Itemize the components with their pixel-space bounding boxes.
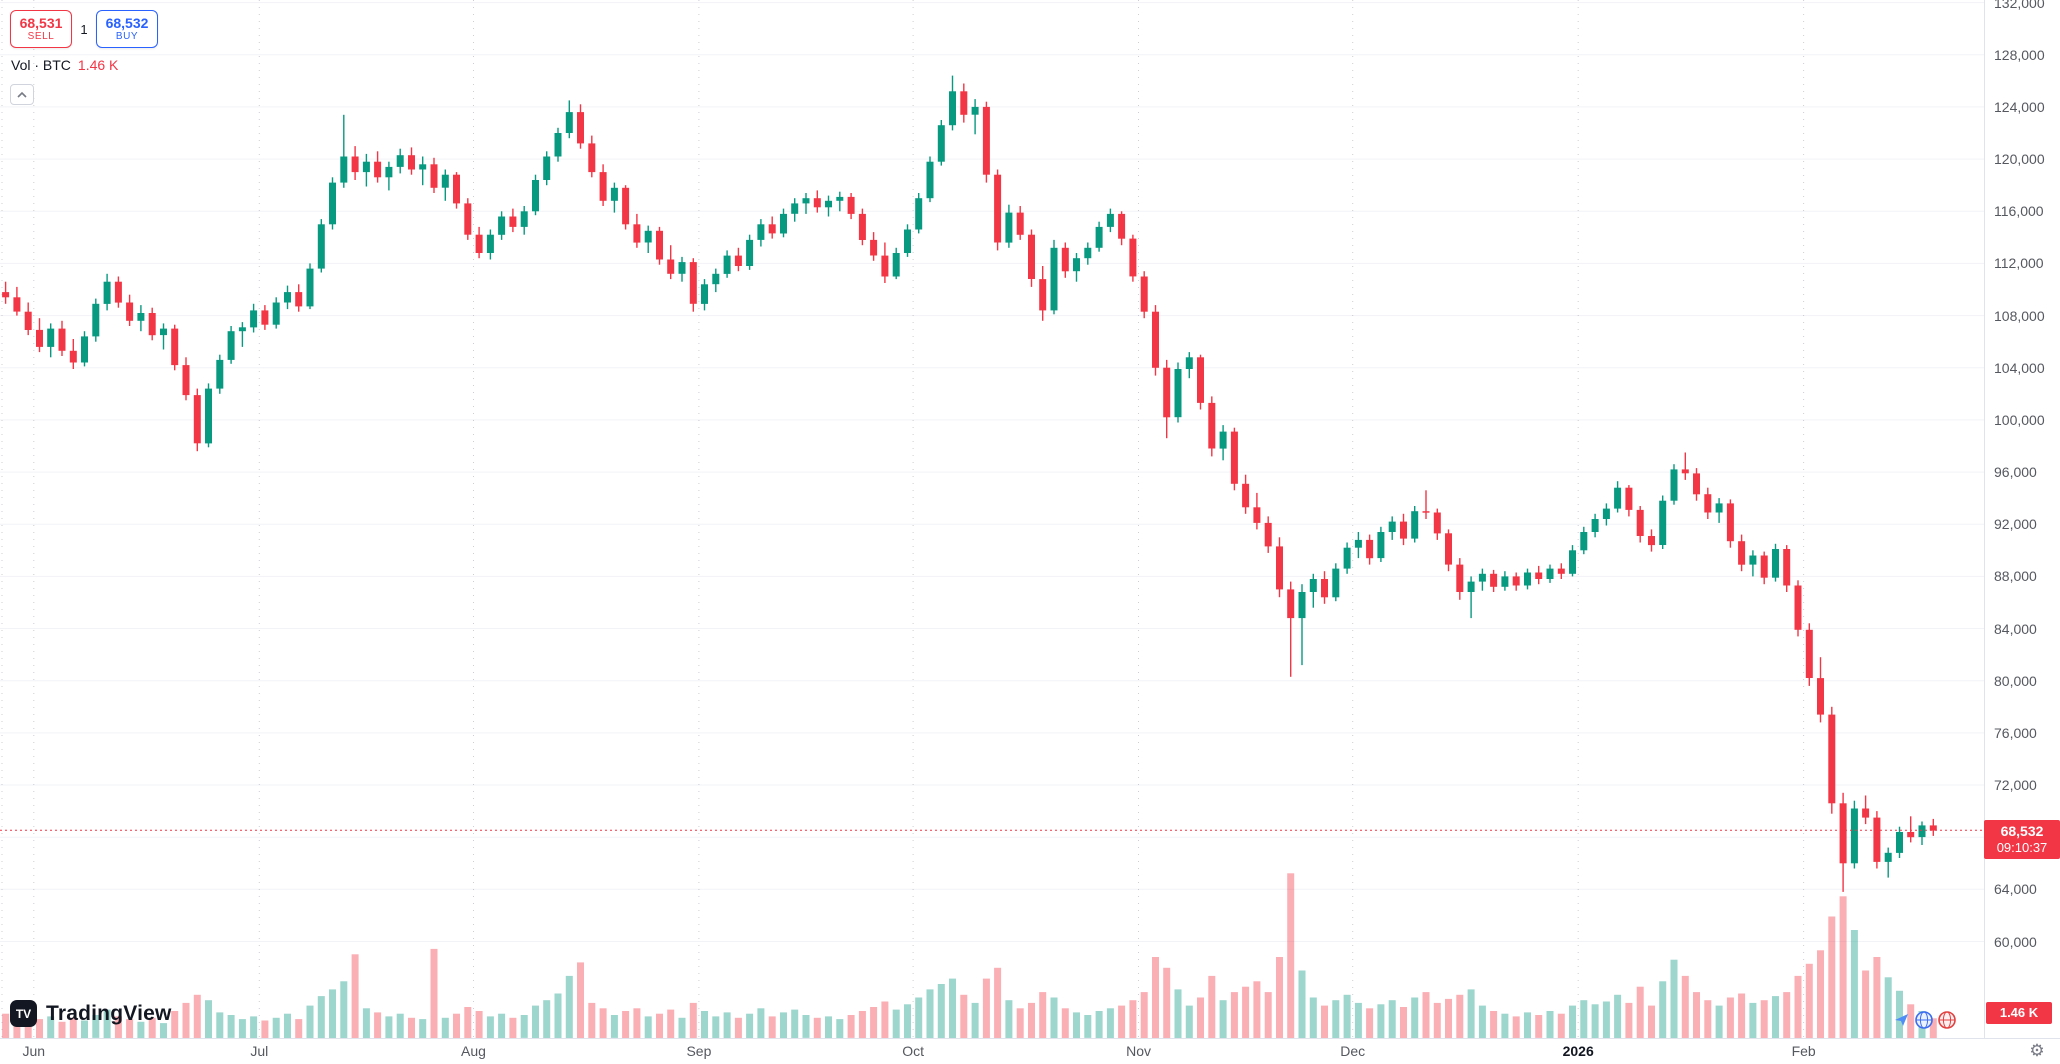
time-tick-label: Dec bbox=[1340, 1043, 1366, 1059]
price-tick-label: 80,000 bbox=[1994, 672, 2037, 689]
spread-value: 1 bbox=[80, 21, 88, 37]
volume-legend: Vol · BTC 1.46 K bbox=[11, 57, 118, 73]
price-tick-label: 96,000 bbox=[1994, 464, 2037, 481]
time-tick-label: 2026 bbox=[1562, 1043, 1594, 1059]
volume-legend-label: Vol · BTC bbox=[11, 57, 71, 73]
price-tick-label: 84,000 bbox=[1994, 620, 2037, 637]
globe-icon bbox=[1914, 1010, 1934, 1030]
time-tick-label: Feb bbox=[1791, 1043, 1816, 1059]
time-tick-label: Nov bbox=[1126, 1043, 1151, 1059]
price-tick-label: 92,000 bbox=[1994, 516, 2037, 533]
volume-axis-tag: 1.46 K bbox=[1986, 1002, 2052, 1024]
collapse-button[interactable] bbox=[10, 84, 34, 105]
price-tick-label: 128,000 bbox=[1994, 46, 2045, 63]
globe-icon-alt bbox=[1937, 1010, 1957, 1030]
price-tick-label: 132,000 bbox=[1994, 0, 2045, 11]
current-price-tag: 68,532 09:10:37 bbox=[1984, 820, 2060, 860]
settings-gear-icon[interactable]: ⚙ bbox=[2029, 1041, 2045, 1060]
price-tick-label: 124,000 bbox=[1994, 98, 2045, 115]
price-tick-label: 64,000 bbox=[1994, 881, 2037, 898]
tradingview-logo-text: TradingView bbox=[46, 1001, 172, 1025]
sell-price: 68,531 bbox=[19, 15, 63, 31]
price-tick-label: 88,000 bbox=[1994, 568, 2037, 585]
price-tick-label: 60,000 bbox=[1994, 933, 2037, 950]
price-tick-label: 120,000 bbox=[1994, 151, 2045, 168]
time-tick-label: Aug bbox=[460, 1043, 486, 1059]
price-tick-label: 112,000 bbox=[1994, 255, 2044, 272]
time-tick-label: Oct bbox=[902, 1043, 924, 1059]
buy-label: BUY bbox=[115, 31, 139, 42]
order-panel: 68,531 SELL 1 68,532 BUY bbox=[10, 10, 158, 48]
price-tick-label: 72,000 bbox=[1994, 777, 2037, 794]
plane-icon bbox=[1893, 1011, 1911, 1029]
time-axis[interactable]: Jun Jul Aug Sep Oct Nov Dec 2026 Feb bbox=[0, 1038, 2060, 1064]
tradingview-logo-icon: TV bbox=[10, 1000, 37, 1027]
tradingview-logo[interactable]: TV TradingView bbox=[10, 1000, 172, 1027]
price-tick-label: 104,000 bbox=[1994, 359, 2045, 376]
price-tick-label: 108,000 bbox=[1994, 307, 2045, 324]
buy-price: 68,532 bbox=[105, 15, 149, 31]
price-axis[interactable]: 132,000 128,000 124,000 120,000 116,000 112,0… bbox=[1984, 0, 2060, 1038]
sell-button[interactable]: 68,531 SELL bbox=[10, 10, 72, 48]
current-price-value: 68,532 bbox=[2000, 823, 2044, 840]
time-tick-label: Jul bbox=[250, 1043, 269, 1059]
price-tick-label: 116,000 bbox=[1994, 203, 2044, 220]
chevron-up-icon bbox=[16, 91, 28, 99]
bar-countdown: 09:10:37 bbox=[1996, 840, 2048, 856]
buy-button[interactable]: 68,532 BUY bbox=[96, 10, 158, 48]
volume-legend-value: 1.46 K bbox=[77, 57, 119, 73]
sell-label: SELL bbox=[27, 31, 55, 42]
price-tick-label: 76,000 bbox=[1994, 724, 2037, 741]
time-tick-label: Jun bbox=[22, 1043, 46, 1059]
price-tick-label: 100,000 bbox=[1994, 411, 2045, 428]
time-tick-label: Sep bbox=[686, 1043, 712, 1059]
event-icons[interactable] bbox=[1893, 1010, 1957, 1030]
